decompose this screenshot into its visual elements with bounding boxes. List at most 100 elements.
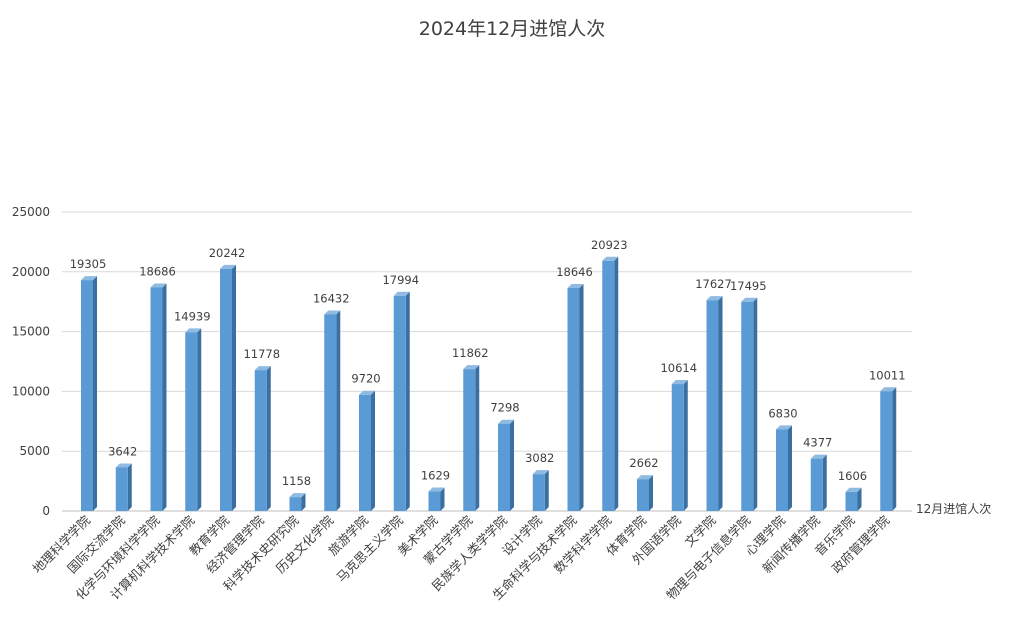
bar-top — [880, 387, 897, 392]
bar-side — [371, 390, 375, 511]
bar-side — [475, 365, 480, 511]
data-label: 18686 — [139, 265, 176, 279]
y-tick-label: 0 — [42, 504, 50, 518]
bar-side — [683, 380, 688, 511]
bar-top — [220, 264, 236, 269]
bar — [706, 300, 719, 511]
bar-side — [336, 310, 341, 511]
data-label: 20923 — [591, 238, 628, 252]
data-label: 11778 — [243, 347, 280, 361]
bar-side — [857, 487, 862, 511]
data-label: 10614 — [660, 361, 697, 375]
bar-side — [649, 475, 653, 511]
bar — [254, 370, 267, 511]
bar-top — [254, 366, 271, 371]
bar-side — [753, 297, 758, 511]
data-label: 17994 — [382, 273, 419, 287]
bar-top — [776, 425, 792, 430]
bar-top — [810, 454, 827, 459]
bar — [602, 260, 615, 511]
bar — [185, 332, 198, 511]
data-label: 16432 — [313, 291, 350, 305]
bar — [810, 458, 823, 511]
bar-top — [463, 365, 480, 370]
bar — [776, 429, 788, 511]
bar-side — [93, 276, 97, 511]
bar-top — [289, 493, 306, 498]
data-label: 3642 — [108, 444, 137, 458]
y-tick-label: 15000 — [12, 325, 50, 339]
bar-top — [532, 470, 549, 475]
data-label: 18646 — [556, 265, 593, 279]
bar — [567, 287, 580, 511]
bar-side — [301, 493, 306, 511]
bar-top — [81, 276, 97, 281]
data-label: 10011 — [869, 368, 906, 382]
y-tick-label: 5000 — [19, 444, 50, 458]
bar — [532, 474, 545, 511]
data-label: 7298 — [490, 401, 519, 415]
bar — [880, 391, 893, 511]
data-label: 20242 — [209, 246, 246, 260]
bar-side — [405, 291, 410, 511]
bar-side — [440, 487, 445, 511]
bar-side — [232, 264, 236, 511]
data-label: 1158 — [282, 474, 311, 488]
bar-top — [567, 283, 584, 288]
legend-label: 12月进馆人次 — [916, 501, 991, 516]
bar-top — [637, 475, 653, 480]
bar — [115, 467, 128, 511]
y-tick-label: 25000 — [12, 205, 50, 219]
bar — [220, 268, 232, 511]
bar — [359, 394, 371, 511]
bar-side — [614, 256, 619, 511]
bar-top — [185, 328, 202, 333]
y-tick-label: 10000 — [12, 384, 50, 398]
data-label: 17627 — [695, 277, 732, 291]
bar-top — [393, 291, 410, 296]
bar — [671, 384, 684, 511]
bar — [428, 491, 441, 511]
bar-top — [428, 487, 445, 492]
bar — [324, 314, 337, 511]
bar — [463, 369, 476, 511]
bar-top — [324, 310, 341, 315]
bar — [637, 479, 649, 511]
data-label: 6830 — [768, 406, 797, 420]
bar-side — [544, 470, 549, 511]
bar-side — [892, 387, 897, 511]
data-label: 1606 — [838, 469, 867, 483]
bar-top — [706, 296, 723, 301]
bar-top — [741, 297, 758, 302]
bar-side — [510, 419, 514, 511]
bar-side — [266, 366, 271, 511]
bar-side — [579, 283, 584, 511]
bar-top — [671, 380, 688, 385]
bar — [289, 497, 302, 511]
bar-top — [150, 283, 167, 288]
bar-top — [602, 256, 619, 261]
data-label: 11862 — [452, 346, 489, 360]
bar-top — [115, 463, 132, 468]
bar-side — [162, 283, 167, 511]
bar — [81, 280, 93, 511]
bar-top — [845, 487, 862, 492]
data-label: 19305 — [70, 257, 107, 271]
data-label: 1629 — [421, 469, 450, 483]
data-label: 4377 — [803, 436, 832, 450]
bar — [150, 287, 163, 511]
bar-top — [498, 419, 514, 424]
bar-side — [788, 425, 792, 511]
y-tick-label: 20000 — [12, 265, 50, 279]
bar-side — [127, 463, 132, 511]
bar-side — [822, 454, 827, 511]
bar — [741, 301, 754, 511]
bar — [393, 295, 406, 511]
bar-side — [197, 328, 202, 511]
data-label: 14939 — [174, 309, 211, 323]
data-label: 9720 — [351, 372, 380, 386]
chart-title: 2024年12月进馆人次 — [418, 18, 606, 40]
bar — [498, 423, 510, 511]
